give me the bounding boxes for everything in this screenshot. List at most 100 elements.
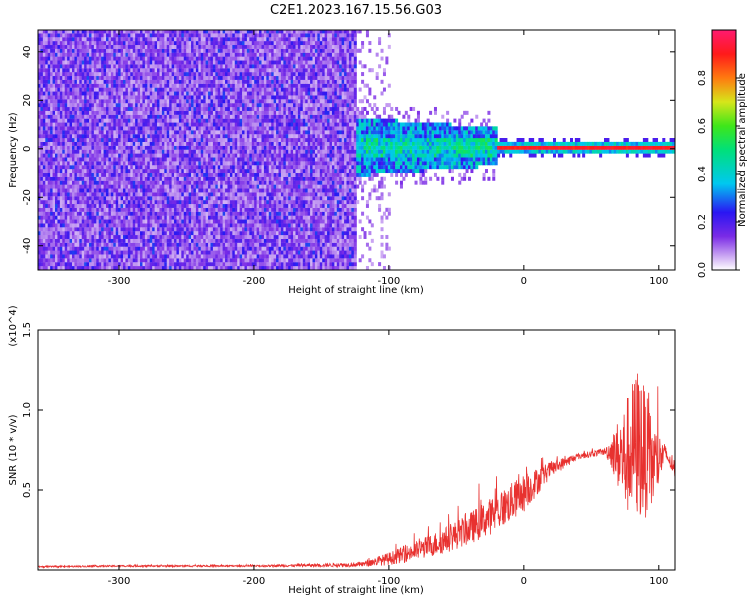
- heatmap-cell: [123, 215, 127, 220]
- heatmap-cell: [62, 165, 66, 170]
- heatmap-cell: [215, 87, 219, 92]
- heatmap-cell: [108, 33, 112, 38]
- heatmap-cell: [108, 215, 112, 220]
- heatmap-cell: [164, 72, 168, 77]
- heatmap-cell: [174, 254, 178, 259]
- heatmap-cell: [147, 250, 151, 255]
- heatmap-cell: [98, 234, 102, 239]
- heatmap-cell: [169, 223, 173, 228]
- heatmap-cell: [144, 64, 148, 69]
- heatmap-cell: [62, 41, 66, 46]
- heatmap-cell: [164, 234, 168, 239]
- heatmap-cell: [120, 172, 124, 177]
- heatmap-cell: [203, 83, 207, 88]
- heatmap-cell: [110, 234, 114, 239]
- heatmap-cell: [164, 41, 168, 46]
- heatmap-cell: [195, 114, 199, 119]
- heatmap-cell: [93, 141, 97, 146]
- heatmap-cell: [113, 161, 117, 166]
- heatmap-cell: [215, 266, 219, 270]
- heatmap-cell: [62, 118, 66, 123]
- heatmap-cell: [208, 106, 212, 111]
- heatmap-cell: [72, 99, 76, 104]
- heatmap-cell: [157, 231, 161, 236]
- heatmap-cell: [154, 165, 158, 170]
- heatmap-cell: [76, 184, 80, 189]
- heatmap-cell: [89, 223, 93, 228]
- heatmap-cell: [154, 134, 158, 139]
- heatmap-cell: [81, 184, 85, 189]
- heatmap-cell: [108, 196, 112, 201]
- heatmap-cell: [110, 169, 114, 174]
- heatmap-cell: [183, 60, 187, 65]
- heatmap-cell: [137, 207, 141, 212]
- heatmap-cell: [157, 250, 161, 255]
- heatmap-cell: [193, 33, 197, 38]
- heatmap-cell: [210, 141, 214, 146]
- heatmap-cell: [96, 68, 100, 73]
- heatmap-cell: [178, 44, 182, 49]
- heatmap-cell: [186, 246, 190, 251]
- heatmap-cell: [115, 48, 119, 53]
- heatmap-cell: [55, 165, 59, 170]
- heatmap-cell: [62, 87, 66, 92]
- heatmap-cell: [188, 184, 192, 189]
- heatmap-cell: [200, 219, 204, 224]
- heatmap-cell: [115, 196, 119, 201]
- heatmap-cell: [127, 266, 131, 270]
- heatmap-cell: [69, 188, 73, 193]
- heatmap-cell: [118, 122, 122, 127]
- heatmap-cell: [217, 238, 221, 243]
- heatmap-cell: [186, 56, 190, 61]
- heatmap-cell: [171, 48, 175, 53]
- heatmap-cell: [101, 103, 105, 108]
- heatmap-cell: [191, 114, 195, 119]
- heatmap-cell: [86, 231, 90, 236]
- heatmap-cell: [84, 200, 88, 205]
- heatmap-cell: [161, 153, 165, 158]
- heatmap-cell: [62, 72, 66, 77]
- heatmap-cell: [169, 153, 173, 158]
- heatmap-cell: [157, 238, 161, 243]
- heatmap-cell: [174, 52, 178, 57]
- heatmap-cell: [67, 141, 71, 146]
- heatmap-cell: [220, 215, 224, 220]
- heatmap-cell: [215, 52, 219, 57]
- heatmap-cell: [132, 192, 136, 197]
- heatmap-cell: [69, 207, 73, 212]
- heatmap-cell: [40, 211, 44, 216]
- heatmap-cell: [225, 68, 229, 73]
- heatmap-cell: [91, 91, 95, 96]
- heatmap-cell: [200, 68, 204, 73]
- heatmap-cell: [164, 172, 168, 177]
- heatmap-cell: [91, 60, 95, 65]
- heatmap-cell: [101, 118, 105, 123]
- heatmap-cell: [98, 134, 102, 139]
- heatmap-cell: [198, 87, 202, 92]
- heatmap-cell: [59, 48, 63, 53]
- heatmap-cell: [225, 44, 229, 49]
- heatmap-cell: [171, 60, 175, 65]
- heatmap-cell: [64, 48, 68, 53]
- heatmap-cell: [205, 266, 209, 270]
- heatmap-cell: [130, 234, 134, 239]
- heatmap-cell: [222, 169, 226, 174]
- heatmap-cell: [74, 207, 78, 212]
- heatmap-cell: [186, 215, 190, 220]
- heatmap-cell: [64, 145, 68, 150]
- heatmap-cell: [50, 242, 54, 247]
- heatmap-cell: [103, 56, 107, 61]
- heatmap-cell: [217, 200, 221, 205]
- heatmap-cell: [144, 153, 148, 158]
- heatmap-cell: [50, 134, 54, 139]
- heatmap-cell: [130, 64, 134, 69]
- heatmap-cell: [220, 106, 224, 111]
- heatmap-cell: [130, 134, 134, 139]
- heatmap-cell: [142, 223, 146, 228]
- heatmap-cell: [110, 68, 114, 73]
- heatmap-cell: [137, 75, 141, 80]
- heatmap-cell: [91, 188, 95, 193]
- heatmap-cell: [191, 134, 195, 139]
- heatmap-cell: [166, 44, 170, 49]
- heatmap-cell: [115, 141, 119, 146]
